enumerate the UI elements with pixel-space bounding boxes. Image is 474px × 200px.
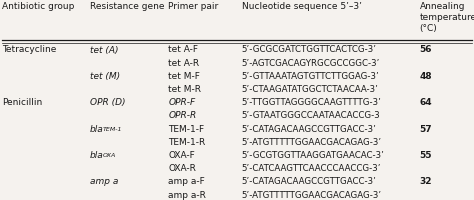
Text: 55: 55 [419,151,432,160]
Text: amp a-F: amp a-F [168,178,205,186]
Text: 5’-ATGTTTTTGGAACGACAGAG-3’: 5’-ATGTTTTTGGAACGACAGAG-3’ [242,138,382,147]
Text: tet M-R: tet M-R [168,85,201,94]
Text: 5’-ATGTTTTTGGAACGACAGAG-3’: 5’-ATGTTTTTGGAACGACAGAG-3’ [242,191,382,200]
Text: tet (M): tet (M) [90,72,120,81]
Text: OXA-R: OXA-R [168,164,196,173]
Text: Tetracycline: Tetracycline [2,46,56,54]
Text: 56: 56 [419,46,432,54]
Text: 64: 64 [419,98,432,107]
Text: 57: 57 [419,125,432,134]
Text: 5’-CTAAGATATGGCTCTAACAA-3’: 5’-CTAAGATATGGCTCTAACAA-3’ [242,85,379,94]
Text: OPR-F: OPR-F [168,98,195,107]
Text: 5’-GCGTGGTTAAGGATGAACAC-3’: 5’-GCGTGGTTAAGGATGAACAC-3’ [242,151,384,160]
Text: amp a: amp a [90,178,118,186]
Text: tet A-R: tet A-R [168,59,200,68]
Text: tet (A): tet (A) [90,46,118,54]
Text: TEM-1-F: TEM-1-F [168,125,204,134]
Text: 5’-CATCAAGTTCAACCCAACCG-3’: 5’-CATCAAGTTCAACCCAACCG-3’ [242,164,381,173]
Text: tet M-F: tet M-F [168,72,200,81]
Text: Annealing
temperature
(°C): Annealing temperature (°C) [419,2,474,33]
Text: 5’-TTGGTTAGGGGCAAGTTTTG-3’: 5’-TTGGTTAGGGGCAAGTTTTG-3’ [242,98,382,107]
Text: 5’-GTAATGGGCCAATAACACCG-3: 5’-GTAATGGGCCAATAACACCG-3 [242,112,381,120]
Text: 5’-AGTCGACAGYRGCGCCGGC-3’: 5’-AGTCGACAGYRGCGCCGGC-3’ [242,59,380,68]
Text: amp a-R: amp a-R [168,191,206,200]
Text: 5’-CATAGACAAGCCGTTGACC-3’: 5’-CATAGACAAGCCGTTGACC-3’ [242,178,377,186]
Text: Antibiotic group: Antibiotic group [2,2,74,11]
Text: Resistance gene: Resistance gene [90,2,164,11]
Text: bla: bla [90,125,104,134]
Text: Penicillin: Penicillin [2,98,42,107]
Text: bla: bla [90,151,104,160]
Text: 32: 32 [419,178,432,186]
Text: TEM-1-R: TEM-1-R [168,138,206,147]
Text: 5’-GCGCGATCTGGTTCACTCG-3’: 5’-GCGCGATCTGGTTCACTCG-3’ [242,46,377,54]
Text: Primer pair: Primer pair [168,2,219,11]
Text: 5’-CATAGACAAGCCGTTGACC-3’: 5’-CATAGACAAGCCGTTGACC-3’ [242,125,377,134]
Text: tet A-F: tet A-F [168,46,198,54]
Text: OPR (D): OPR (D) [90,98,126,107]
Text: OXA-F: OXA-F [168,151,195,160]
Text: 5’-GTTAAATAGTGTTCTTGGAG-3’: 5’-GTTAAATAGTGTTCTTGGAG-3’ [242,72,380,81]
Text: Nucleotide sequence 5’–3’: Nucleotide sequence 5’–3’ [242,2,362,11]
Text: OPR-R: OPR-R [168,112,197,120]
Text: OXA: OXA [103,153,116,158]
Text: 48: 48 [419,72,432,81]
Text: TEM-1: TEM-1 [103,127,123,132]
